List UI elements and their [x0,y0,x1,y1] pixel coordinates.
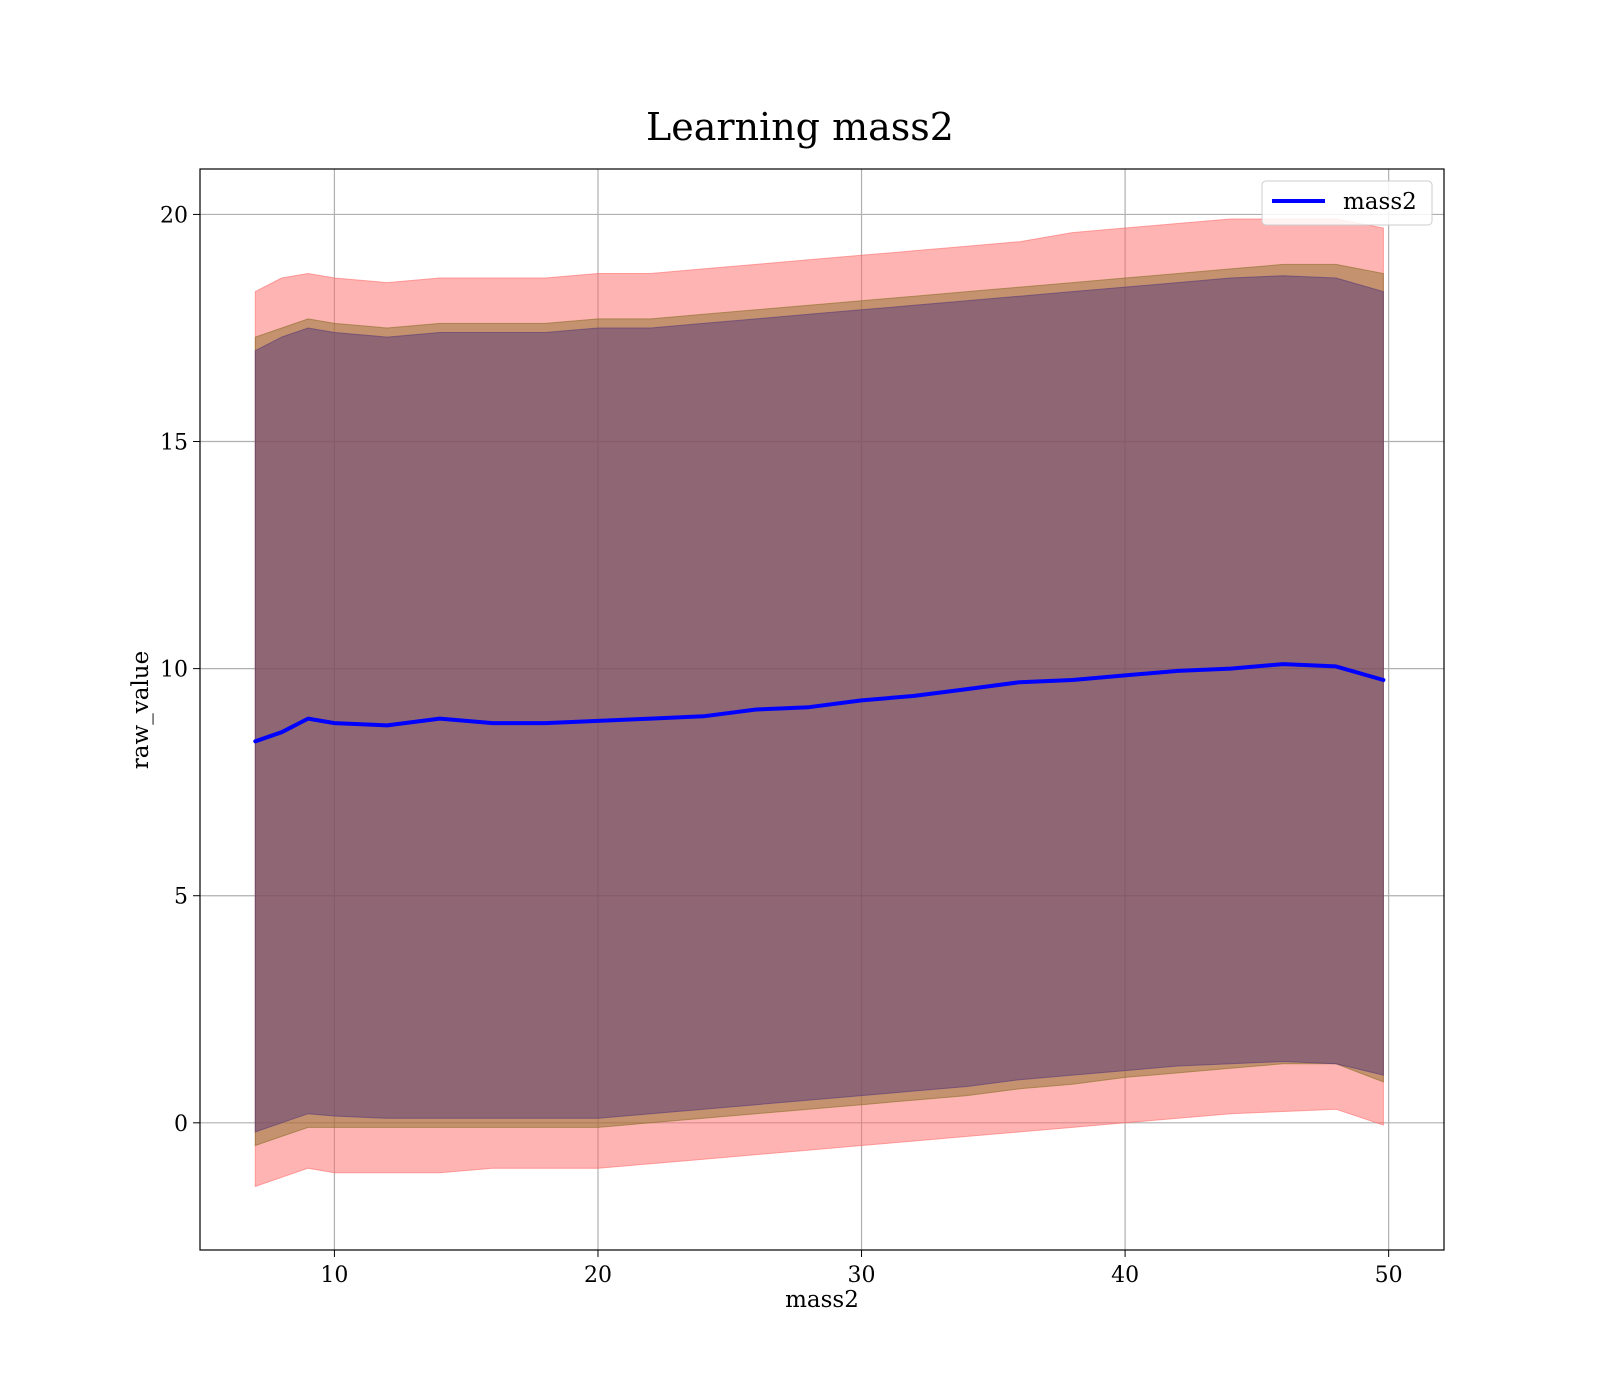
y-tick-label: 10 [160,658,188,683]
y-tick-label: 0 [174,1112,188,1137]
legend-label-mass2: mass2 [1343,189,1417,215]
y-tick-label: 15 [160,431,188,456]
x-tick-label: 30 [848,1263,876,1288]
series-lines [253,662,1386,744]
legend-box [1261,180,1433,226]
axis-ticks: 10 20 30 40 50 0 5 10 15 20 [160,203,1403,1288]
plot-frame [199,168,1445,1251]
series-line-mass2 [253,662,1386,744]
legend: mass2 [1261,180,1433,226]
y-axis-label: raw_value [128,651,154,769]
y-tick-label: 5 [174,885,188,910]
x-tick-label: 40 [1111,1263,1139,1288]
chart-title: Learning mass2 [646,105,954,149]
x-tick-label: 50 [1375,1263,1403,1288]
confidence-bands [254,218,1384,1188]
band-2 [254,275,1384,1133]
x-tick-label: 10 [320,1263,348,1288]
x-axis-label: mass2 [785,1287,859,1313]
y-tick-label: 20 [160,203,188,228]
x-tick-label: 20 [584,1263,612,1288]
